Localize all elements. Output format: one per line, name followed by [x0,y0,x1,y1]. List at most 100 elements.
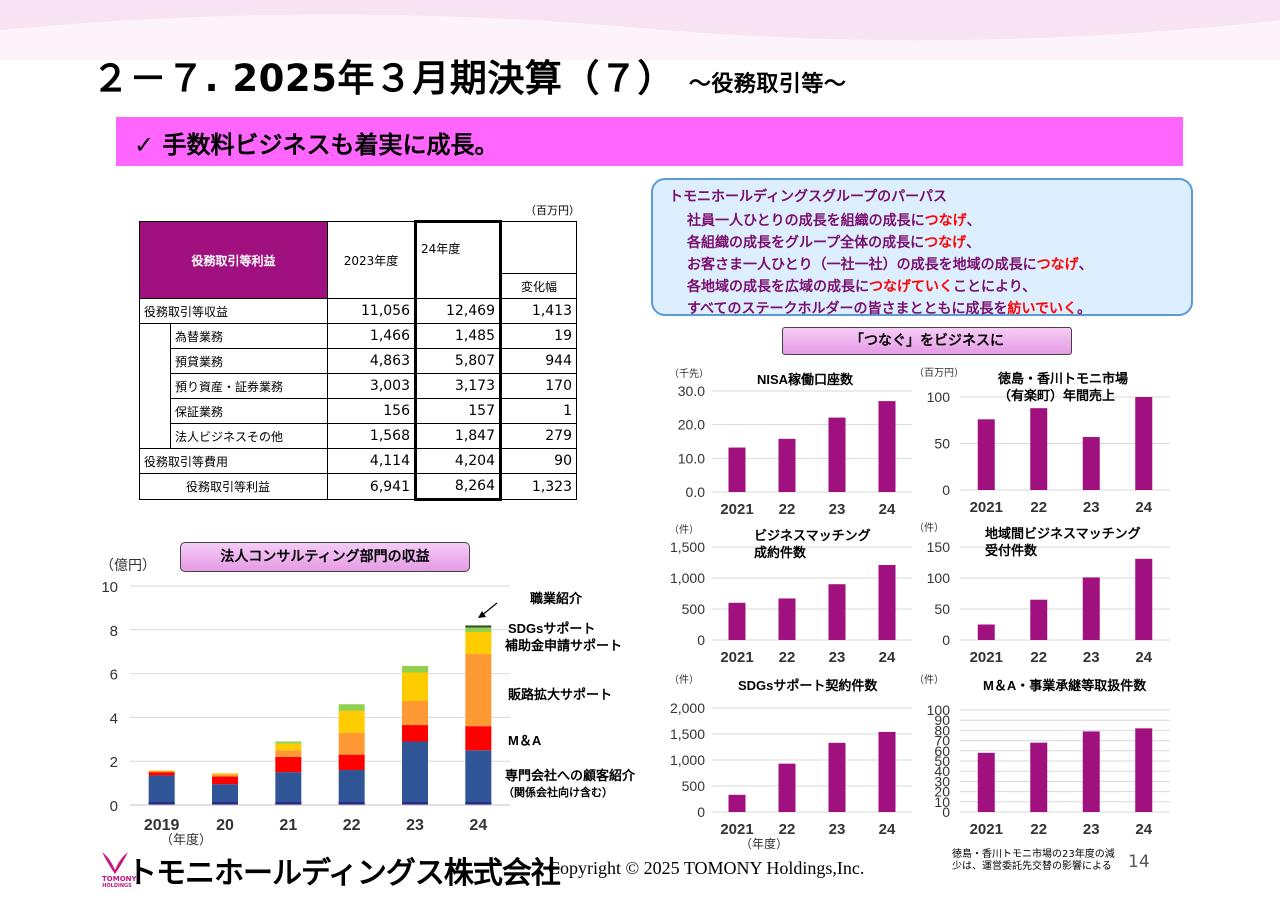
value-2023: 1,466 [327,323,416,349]
x-tick-label: 23 [829,821,846,838]
bar-base [148,802,175,805]
x-tick-label: 20 [216,817,234,834]
y-tick-label: 0 [110,798,118,815]
purpose-box: トモニホールディングスグループのパーパス 社員一人ひとりの成長を組織の成長につな… [651,178,1193,317]
y-axis-unit: （件） [669,674,699,686]
y-tick-label: 500 [682,601,706,617]
stacked-bar-segment [275,756,302,773]
footnote: 徳島・香川トモニ市場の23年度の減少は、運営委託先交替の影響による [952,849,1115,872]
legend-label: M＆A [508,733,542,748]
x-tick-label: 2021 [970,499,1003,516]
x-tick-label: 22 [779,821,796,838]
chart-title-2: （有楽町）年間売上 [998,388,1115,403]
bar [778,598,796,640]
y-tick-label: 1,000 [670,570,705,586]
legend-label: 職業紹介 [530,591,583,606]
bar [828,584,846,640]
legend-label: 専門会社への顧客紹介 [505,768,636,783]
stacked-bar-segment [402,672,428,701]
row-label: 役務取引等収益 [139,298,328,324]
stacked-bar-segment [465,627,492,632]
stacked-bar-segment [465,726,492,751]
y-axis-unit: （千先） [669,368,709,380]
bar [728,794,746,812]
value-change: 19 [500,323,577,349]
chart-title-2: 成約件数 [754,545,807,560]
stacked-bar-segment [465,653,492,727]
stacked-bar-segment [402,725,428,742]
x-tick-label: 23 [1083,649,1100,666]
legend-label: SDGsサポート [508,621,595,636]
x-tick-label: 2019 [144,817,180,834]
legend-label: 販路拡大サポート [508,687,612,702]
purpose-line: 各地域の成長を広域の成長につなげていくことにより、 [687,279,1037,295]
x-axis-unit: （年度） [740,836,788,851]
headline-text: ✓ 手数料ビジネスも着実に成長。 [134,131,499,159]
stacked-bar-segment [338,732,365,755]
chart-title: SDGsサポート契約件数 [738,678,878,693]
bar-base [338,802,365,805]
purpose-line: すべてのステークホルダーの皆さまとともに成長を紡いでいく。 [687,301,1092,317]
stacked-bar-segment [338,754,365,770]
bar [977,419,995,490]
bar [1082,577,1100,640]
bar [778,763,796,812]
stacked-bar-segment [402,665,428,673]
service-income-table: 役務取引等利益 2023年度 24年度 変化幅 役務取引等収益 11,056 12,… [139,220,577,501]
x-tick-label: 2021 [720,821,753,838]
bar [977,752,995,812]
value-2024: 1,485 [414,323,502,349]
table-row: 為替業務 1,466 1,485 19 [139,323,577,349]
purpose-line: 各組織の成長をグループ全体の成長につなげ、 [687,235,981,251]
bar [977,624,995,640]
row-label: 役務取引等利益 [139,473,328,500]
bar [1135,397,1153,490]
value-2023: 6,941 [327,473,416,500]
table-row: 役務取引等利益 6,941 8,264 1,323 [139,473,577,501]
x-tick-label: 24 [469,817,487,834]
y-tick-label: 70 [934,733,950,749]
y-tick-label: 0 [697,804,705,820]
y-tick-label: 1,500 [670,726,705,742]
chart-title: NISA稼働口座数 [757,372,854,387]
table-row: 法人ビジネスその他 1,568 1,847 279 [139,423,577,449]
bar [828,742,846,812]
x-tick-label: 22 [343,817,361,834]
row-label: 預り資産・証券業務 [170,373,328,399]
bar [828,417,846,492]
stacked-bar-segment [275,750,302,757]
y-axis-unit: （件） [669,524,699,536]
consulting-label: 法人コンサルティング部門の収益 [180,542,470,572]
value-2024: 4,204 [414,448,502,474]
legend-label-sub: （関係会社向け含む） [503,785,613,799]
chart-title: 地域間ビジネスマッチング [985,526,1141,541]
y-tick-label: 20.0 [678,417,705,433]
value-2023: 156 [327,398,416,424]
y-tick-label: 10 [934,794,950,810]
x-tick-label: 23 [829,649,846,666]
stacked-bar-segment [212,774,238,777]
y-tick-label: 40 [934,763,950,779]
value-2024: 8,264 [414,473,502,501]
legend-label: 補助金申請サポート [504,638,622,653]
bar-base [465,802,492,805]
bar [728,447,746,492]
bar [878,564,896,640]
y-tick-label: 90 [934,712,950,728]
y-tick-label: 4 [110,710,118,727]
bar [1030,408,1048,490]
bar [728,602,746,640]
stacked-bar-segment [148,771,175,773]
stacked-bar-segment [148,772,175,776]
y-tick-label: 1,500 [670,539,705,555]
table-row: 預貸業務 4,863 5,807 944 [139,348,577,374]
chart-title: M＆A・事業承継等取扱件数 [983,678,1147,693]
copyright: Copyright © 2025 TOMONY Holdings,Inc. [548,858,865,878]
table-row: 役務取引等収益 11,056 12,469 1,413 [139,298,577,324]
chart-title: ビジネスマッチング [754,528,871,543]
table-row: 保証業務 156 157 1 [139,398,577,424]
value-2024: 5,807 [414,348,502,374]
stacked-bar-segment [148,770,175,772]
x-tick-label: 22 [1030,821,1047,838]
y-tick-label: 100 [927,570,951,586]
